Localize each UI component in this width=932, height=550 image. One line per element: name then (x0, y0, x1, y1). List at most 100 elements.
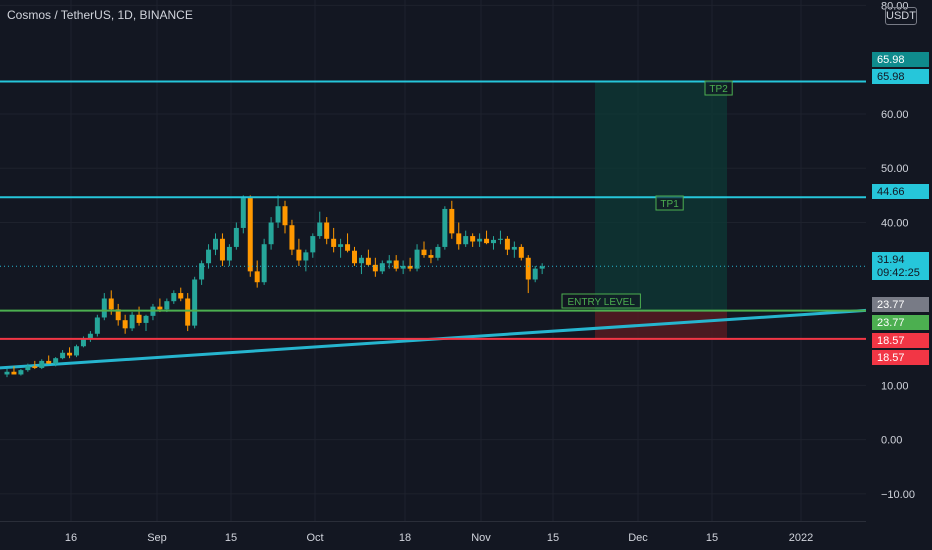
candle (317, 211, 323, 239)
candle-body (365, 257, 371, 265)
candle (275, 195, 281, 228)
candle (247, 195, 253, 277)
candle-body (254, 271, 260, 283)
y-tick-label: 50.00 (881, 163, 909, 175)
candle (491, 236, 496, 250)
y-tick-label: 10.00 (881, 380, 909, 392)
candle-body (157, 306, 163, 310)
x-tick-label: Nov (471, 532, 491, 544)
candle (67, 347, 73, 359)
candle-body (164, 301, 170, 310)
y-tick-label: 60.00 (881, 109, 909, 121)
candle (226, 244, 232, 266)
entry-level-label: ENTRY LEVEL (561, 293, 641, 309)
price-tag-stop-text: 18.57 (877, 352, 905, 364)
candle (407, 257, 413, 272)
candle (428, 249, 434, 264)
candle (268, 217, 274, 250)
candle-body (87, 333, 93, 340)
tp1-label-text: TP1 (660, 199, 679, 210)
candle-body (213, 238, 218, 250)
y-tick-label: 0.00 (881, 435, 902, 447)
price-tag-entry-text: 23.77 (877, 317, 905, 329)
candle (303, 249, 309, 272)
symbol-title[interactable]: Cosmos / TetherUS, 1D, BINANCE (7, 8, 193, 22)
price-tag-tp1-bg (872, 184, 929, 199)
candle-body (192, 279, 198, 326)
candle-body (282, 206, 288, 226)
candle (199, 260, 205, 285)
candle (171, 290, 177, 304)
candle-body (185, 298, 191, 326)
candle-body (393, 260, 399, 269)
candle (240, 195, 246, 234)
candle-body (32, 366, 38, 368)
candle (233, 222, 239, 250)
candle (178, 287, 184, 302)
x-tick-label: Sep (147, 532, 167, 544)
candle-body (484, 238, 490, 244)
candle (324, 217, 330, 245)
candle (352, 246, 357, 266)
price-tag-tp2-bg (872, 69, 929, 84)
candle (87, 331, 93, 342)
candle-body (442, 208, 448, 247)
candle (185, 293, 191, 332)
candle (192, 276, 198, 329)
price-tag-tp2-top-text: 65.98 (877, 54, 905, 66)
candle (379, 260, 385, 275)
candle (206, 244, 212, 269)
x-tick-label: 15 (706, 532, 718, 544)
candle-body (247, 198, 253, 272)
candle-body (60, 352, 66, 359)
x-tick-label: 2022 (789, 532, 813, 544)
countdown-text: 09:42:25 (877, 267, 920, 279)
price-tag-stop-bg (872, 350, 929, 365)
x-tick-label: 16 (65, 532, 77, 544)
candle-body (4, 371, 10, 375)
currency-unit-badge[interactable]: USDT (885, 7, 917, 25)
level-lines[interactable] (0, 80, 866, 340)
candle-body (108, 298, 114, 310)
candle (358, 255, 364, 275)
candle-body (46, 360, 52, 364)
candle-body (324, 222, 330, 239)
candle-body (331, 238, 337, 247)
candle-body (470, 236, 476, 242)
candle (39, 359, 45, 370)
candle (122, 314, 128, 334)
candle (435, 244, 441, 261)
price-tag-entry-grey: 23.77 (872, 297, 929, 312)
candle (532, 265, 538, 283)
candle-body (525, 257, 531, 280)
price-tag-tp2-top-bg (872, 52, 929, 67)
candle (32, 360, 38, 370)
candle (456, 222, 462, 250)
price-tag-tp1: 44.66 (872, 184, 929, 199)
candle-body (386, 260, 392, 264)
candle-body (240, 198, 246, 228)
y-tick-label: 40.00 (881, 218, 909, 230)
candle-body (539, 266, 545, 269)
time-axis[interactable]: 16 Sep 15 Oct 18 Nov 15 Dec 15 2022 (65, 532, 813, 544)
entry-level-label-text: ENTRY LEVEL (567, 297, 635, 308)
candle (345, 233, 351, 253)
tp2-label-box (704, 80, 733, 96)
candle-body (74, 346, 79, 356)
candle-body (289, 225, 295, 250)
candle-body (421, 249, 427, 256)
candle (365, 249, 371, 266)
candle-body (463, 236, 469, 245)
candle-body (518, 246, 524, 258)
x-tick-label: Dec (628, 532, 648, 544)
candle (282, 200, 288, 234)
candle-body (101, 298, 107, 318)
candle (414, 244, 420, 272)
y-tick-label: −10.00 (881, 489, 915, 501)
candle (219, 233, 225, 266)
candle (477, 233, 483, 247)
candle-body (358, 257, 364, 264)
price-tag-entry: 23.77 (872, 315, 929, 330)
